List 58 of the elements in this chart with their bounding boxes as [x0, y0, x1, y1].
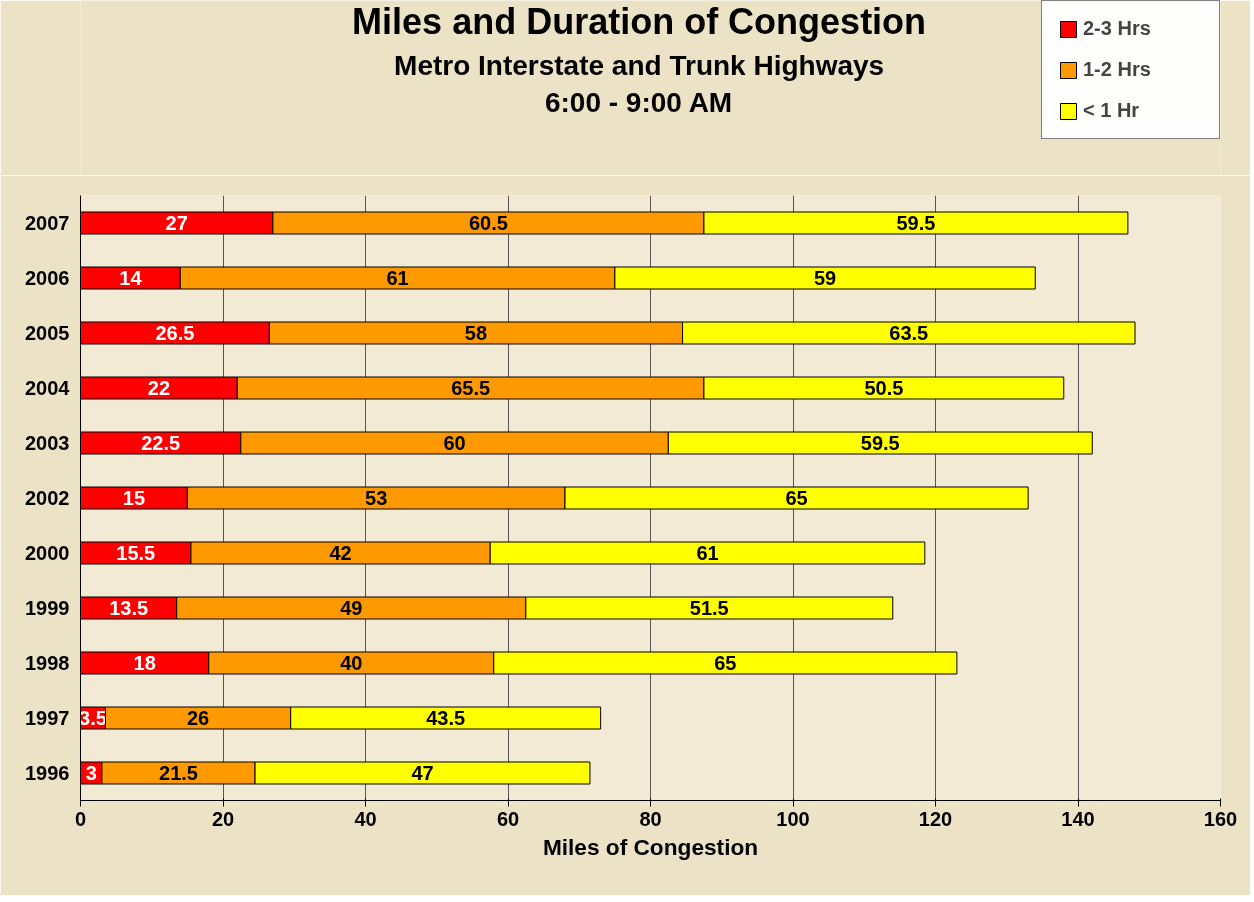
legend-label: < 1 Hr: [1083, 99, 1141, 122]
data-label: 26.5: [155, 322, 195, 344]
data-label: 59: [813, 267, 837, 289]
x-tick-label: 0: [74, 807, 87, 830]
x-tick-label: 40: [354, 807, 377, 830]
data-label: 63.5: [889, 322, 929, 344]
chart-title: Miles and Duration of Congestion: [352, 0, 927, 42]
data-label: 15: [122, 487, 146, 509]
y-tick-label: 1999: [25, 597, 70, 619]
legend-label: 2-3 Hrs: [1083, 17, 1152, 40]
data-label: 3: [85, 762, 97, 784]
data-label: 61: [386, 267, 409, 289]
data-label: 18: [133, 652, 156, 674]
x-tick-label: 20: [211, 807, 235, 830]
y-tick-label: 2002: [25, 487, 70, 509]
data-label: 59.5: [860, 432, 900, 454]
data-label: 65: [785, 487, 808, 509]
x-tick-label: 100: [776, 807, 810, 830]
data-label: 59.5: [896, 212, 936, 234]
y-tick-label: 1997: [25, 707, 70, 729]
data-label: 49: [340, 597, 363, 619]
data-label: 26: [186, 707, 210, 729]
data-label: 21.5: [159, 762, 198, 784]
data-label: 22.5: [141, 432, 181, 454]
data-label: 40: [340, 652, 363, 674]
data-label: 22: [147, 377, 170, 399]
data-label: 50.5: [864, 377, 904, 399]
x-tick-label: 160: [1203, 807, 1238, 830]
data-label: 43.5: [426, 707, 466, 729]
y-tick-label: 2004: [25, 377, 71, 399]
chart-subtitle: Metro Interstate and Trunk Highways 6:00 - 9:00 AM: [394, 49, 885, 118]
data-label: 60: [443, 432, 466, 454]
y-tick-label: 2006: [25, 267, 70, 289]
data-label: 65: [714, 652, 737, 674]
y-tick-label: 1998: [25, 652, 70, 674]
data-label: 60.5: [468, 212, 508, 234]
data-label: 53: [365, 487, 388, 509]
y-tick-label: 2000: [25, 542, 70, 564]
data-label: 14: [119, 267, 143, 289]
data-label: 65.5: [451, 377, 491, 399]
data-label: 13.5: [109, 597, 149, 619]
y-tick-label: 2003: [25, 432, 70, 454]
legend-label: 1-2 Hrs: [1083, 58, 1152, 81]
x-tick-label: 80: [639, 807, 662, 830]
data-label: 47: [411, 762, 434, 784]
y-tick-label: 1996: [25, 762, 70, 784]
data-label: 15.5: [116, 542, 156, 564]
x-tick-label: 120: [918, 807, 953, 830]
data-label: 61: [696, 542, 719, 564]
data-label: 27: [165, 212, 188, 234]
data-label: 58: [464, 322, 488, 344]
y-tick-label: 2007: [25, 212, 70, 234]
data-label: 42: [329, 542, 352, 564]
x-tick-label: 140: [1061, 807, 1095, 830]
x-tick-label: 60: [496, 807, 520, 830]
x-axis-title: Miles of Congestion: [542, 833, 759, 860]
data-label: 51.5: [689, 597, 729, 619]
y-tick-label: 2005: [25, 322, 70, 344]
